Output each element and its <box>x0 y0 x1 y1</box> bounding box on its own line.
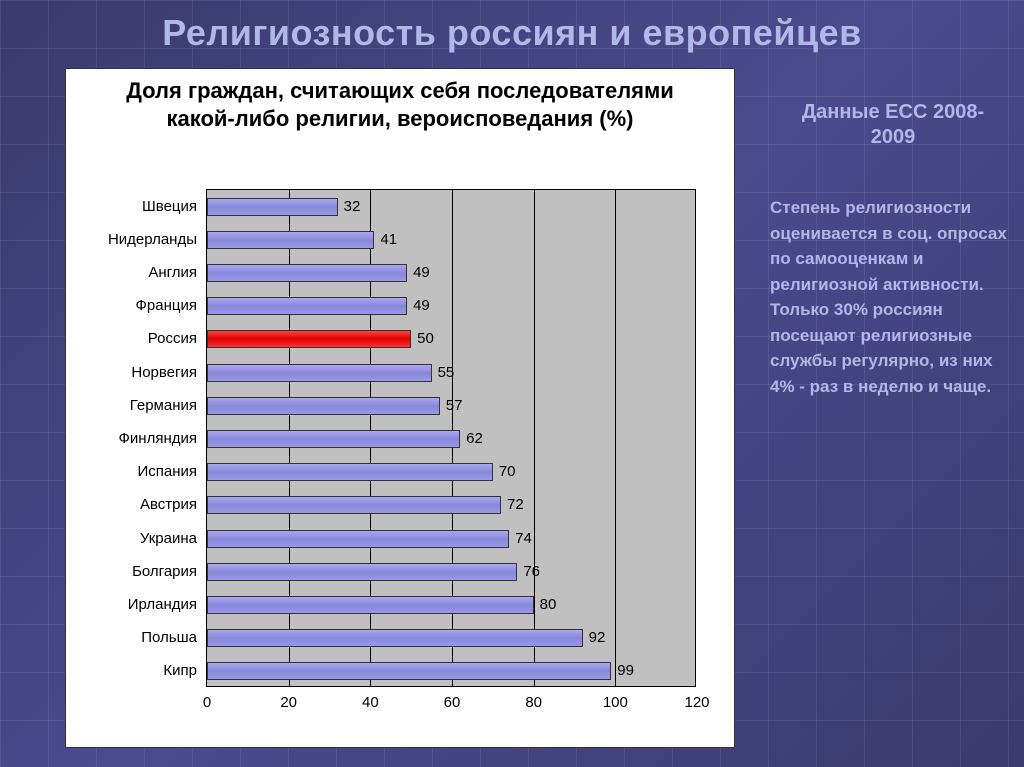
bar-value-label: 80 <box>540 596 557 613</box>
bar <box>207 629 583 647</box>
y-tick-label: Болгария <box>67 563 197 580</box>
x-tick-label: 0 <box>187 694 227 711</box>
plot-area: 020406080100120Швеция32Нидерланды41Англи… <box>206 189 696 687</box>
y-tick-label: Норвегия <box>67 364 197 381</box>
bar <box>207 463 493 481</box>
y-tick-label: Швеция <box>67 198 197 215</box>
x-tick-label: 60 <box>432 694 472 711</box>
bar <box>207 530 509 548</box>
bar <box>207 496 501 514</box>
y-tick-label: Финляндия <box>67 430 197 447</box>
bar-value-label: 62 <box>466 430 483 447</box>
bar <box>207 397 440 415</box>
x-tick-label: 120 <box>677 694 717 711</box>
bar <box>207 264 407 282</box>
y-tick-label: Польша <box>67 629 197 646</box>
bar <box>207 596 534 614</box>
x-tick-label: 40 <box>350 694 390 711</box>
bar-value-label: 50 <box>417 330 434 347</box>
bar <box>207 231 374 249</box>
y-tick-label: Австрия <box>67 496 197 513</box>
bar-value-label: 72 <box>507 496 524 513</box>
data-source: Данные ЕСС 2008-2009 <box>788 100 998 150</box>
bar-value-label: 41 <box>380 231 397 248</box>
x-tick-label: 20 <box>269 694 309 711</box>
chart-panel: Доля граждан, считающих себя последовате… <box>65 68 735 748</box>
y-tick-label: Германия <box>67 397 197 414</box>
bar-value-label: 57 <box>446 397 463 414</box>
bar <box>207 563 517 581</box>
y-tick-label: Россия <box>67 330 197 347</box>
bar <box>207 662 611 680</box>
y-tick-label: Кипр <box>67 662 197 679</box>
body-text: Степень религиозности оценивается в соц.… <box>770 195 1010 399</box>
bar <box>207 430 460 448</box>
bar-value-label: 49 <box>413 264 430 281</box>
slide-title: Религиозность россиян и европейцев <box>0 12 1024 54</box>
bar <box>207 330 411 348</box>
bar-value-label: 76 <box>523 563 540 580</box>
y-tick-label: Ирландия <box>67 596 197 613</box>
bar <box>207 297 407 315</box>
x-tick-label: 80 <box>514 694 554 711</box>
x-tick-label: 100 <box>595 694 635 711</box>
gridline <box>534 190 535 686</box>
bar-value-label: 55 <box>438 364 455 381</box>
y-tick-label: Франция <box>67 297 197 314</box>
bar-value-label: 74 <box>515 530 532 547</box>
y-tick-label: Испания <box>67 463 197 480</box>
chart-title: Доля граждан, считающих себя последовате… <box>66 69 734 136</box>
y-tick-label: Англия <box>67 264 197 281</box>
bar <box>207 364 432 382</box>
y-tick-label: Украина <box>67 530 197 547</box>
bar <box>207 198 338 216</box>
bar-value-label: 92 <box>589 629 606 646</box>
bar-value-label: 99 <box>617 662 634 679</box>
y-tick-label: Нидерланды <box>67 231 197 248</box>
bar-value-label: 70 <box>499 463 516 480</box>
gridline <box>615 190 616 686</box>
bar-value-label: 49 <box>413 297 430 314</box>
bar-value-label: 32 <box>344 198 361 215</box>
chart-plot: 020406080100120Швеция32Нидерланды41Англи… <box>206 189 696 687</box>
